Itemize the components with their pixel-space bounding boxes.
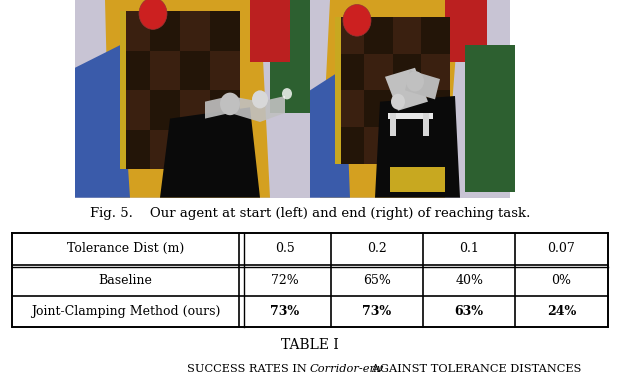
- Text: 73%: 73%: [363, 305, 391, 318]
- Bar: [392, 17, 421, 54]
- Bar: [445, 0, 487, 62]
- Polygon shape: [75, 45, 130, 198]
- Text: 65%: 65%: [363, 273, 391, 286]
- Circle shape: [139, 0, 167, 29]
- Polygon shape: [160, 107, 260, 198]
- Circle shape: [343, 5, 371, 36]
- Text: 0.1: 0.1: [459, 242, 479, 255]
- Bar: [510, 0, 620, 198]
- Text: Fig. 5.    Our agent at start (left) and end (right) of reaching task.: Fig. 5. Our agent at start (left) and en…: [90, 207, 530, 220]
- Circle shape: [391, 94, 405, 109]
- Bar: [210, 51, 240, 90]
- Circle shape: [406, 71, 424, 91]
- Bar: [392, 90, 421, 127]
- Text: Joint-Clamping Method (ours): Joint-Clamping Method (ours): [31, 305, 220, 318]
- Bar: [120, 11, 150, 51]
- Polygon shape: [405, 70, 440, 99]
- Bar: [390, 113, 396, 136]
- Polygon shape: [105, 0, 270, 198]
- Text: 63%: 63%: [454, 305, 484, 318]
- Polygon shape: [375, 96, 460, 198]
- Bar: [421, 127, 450, 164]
- Bar: [180, 11, 210, 51]
- Circle shape: [220, 93, 240, 115]
- Bar: [423, 113, 429, 136]
- Bar: [120, 90, 150, 130]
- Text: Tolerance Dist (m): Tolerance Dist (m): [67, 242, 184, 255]
- Polygon shape: [205, 96, 285, 122]
- Bar: [390, 167, 445, 192]
- Text: 0.5: 0.5: [275, 242, 294, 255]
- Circle shape: [282, 88, 292, 99]
- Text: 0.07: 0.07: [547, 242, 575, 255]
- Bar: [388, 113, 433, 119]
- Bar: [335, 17, 450, 164]
- Text: Corridor-env: Corridor-env: [310, 364, 384, 374]
- Bar: [364, 54, 392, 90]
- Bar: [270, 0, 310, 113]
- Bar: [465, 45, 515, 192]
- Text: Baseline: Baseline: [99, 273, 153, 286]
- Text: SUCCESS RATES IN: SUCCESS RATES IN: [187, 364, 310, 374]
- Polygon shape: [310, 68, 350, 198]
- Bar: [180, 90, 210, 130]
- Text: 72%: 72%: [271, 273, 299, 286]
- Bar: [310, 0, 545, 198]
- Circle shape: [252, 90, 268, 108]
- Bar: [150, 51, 180, 90]
- Bar: [335, 17, 364, 54]
- Text: 73%: 73%: [270, 305, 299, 318]
- Bar: [364, 127, 392, 164]
- Polygon shape: [320, 0, 460, 198]
- Text: 24%: 24%: [547, 305, 576, 318]
- Text: TABLE I: TABLE I: [281, 338, 339, 352]
- Text: 40%: 40%: [455, 273, 483, 286]
- Polygon shape: [385, 68, 428, 111]
- Bar: [335, 17, 341, 164]
- Bar: [150, 130, 180, 169]
- Bar: [210, 130, 240, 169]
- Bar: [335, 90, 364, 127]
- Bar: [250, 0, 290, 62]
- Bar: [120, 11, 240, 169]
- Text: AGAINST TOLERANCE DISTANCES: AGAINST TOLERANCE DISTANCES: [368, 364, 581, 374]
- Bar: [421, 54, 450, 90]
- Bar: [120, 11, 126, 169]
- Text: 0%: 0%: [551, 273, 572, 286]
- Bar: [75, 0, 310, 198]
- Text: 0.2: 0.2: [367, 242, 387, 255]
